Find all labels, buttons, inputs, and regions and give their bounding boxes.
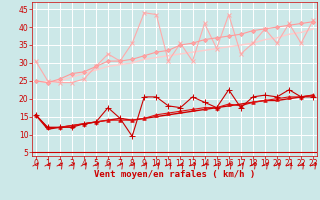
- X-axis label: Vent moyen/en rafales ( km/h ): Vent moyen/en rafales ( km/h ): [94, 170, 255, 179]
